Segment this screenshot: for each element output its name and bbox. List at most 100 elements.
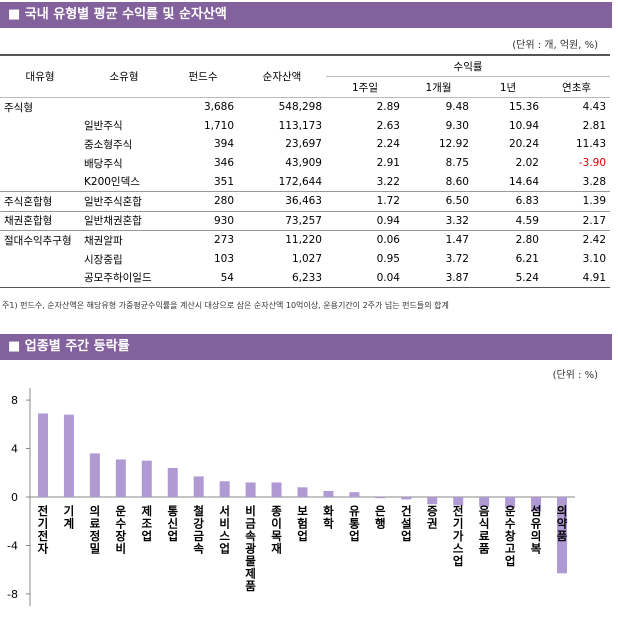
y-tick-label: 0 xyxy=(11,491,18,504)
cell: 4.43 xyxy=(582,101,607,114)
cell: 1.39 xyxy=(543,191,611,212)
th: 수익률 xyxy=(326,54,611,77)
x-tick-label: 건설업 xyxy=(399,504,413,542)
cell: 12.92 xyxy=(438,138,469,151)
x-tick-label: 의료정밀 xyxy=(88,504,102,555)
cell: 273 xyxy=(213,234,234,247)
x-tick-label: 은행 xyxy=(373,505,387,530)
cell: 2.80 xyxy=(515,234,539,247)
x-tick-label: 기계 xyxy=(62,504,76,530)
x-tick-label: 철강금속 xyxy=(192,504,206,555)
cell: 공모주하이일드 xyxy=(80,268,168,288)
bar xyxy=(115,459,126,497)
x-tick-label: 운수장비 xyxy=(114,505,128,555)
cell: 54 xyxy=(168,268,238,288)
section-title: ■ 국내 유형별 평균 수익률 및 순자산액 xyxy=(0,2,612,28)
cell: 1.72 xyxy=(326,191,404,212)
cell xyxy=(0,135,80,154)
cell: 2.02 xyxy=(515,157,539,170)
cell: 5.24 xyxy=(473,268,543,288)
cell: 548,298 xyxy=(278,101,322,114)
bar xyxy=(427,497,438,505)
x-tick-label: 유통업 xyxy=(347,505,361,543)
cell: 23,697 xyxy=(285,138,322,151)
cell xyxy=(0,172,80,192)
x-tick-label: 전기가스업 xyxy=(451,504,465,567)
cell: 351 xyxy=(168,172,238,192)
x-tick-label: 비금속광물제품 xyxy=(244,504,258,592)
bar xyxy=(297,487,308,497)
y-tick-label: 4 xyxy=(11,443,18,456)
cell: 절대수익추구형 xyxy=(4,234,72,247)
fund-table: 대유형 소유형 펀드수 순자산액 수익률 1주일 1개월 1년 연초후 주식형 3,686 548… xyxy=(0,54,611,288)
cell xyxy=(0,154,80,173)
cell: 113,173 xyxy=(278,119,322,132)
row: 주식형 3,686 548,298 2.89 9.48 15.36 4.43 xyxy=(0,98,610,117)
cell: 172,644 xyxy=(238,172,326,192)
th: 순자산액 xyxy=(238,54,326,98)
cell: 1,027 xyxy=(291,253,322,266)
cell: 2.81 xyxy=(582,119,607,132)
th: 펀드수 xyxy=(168,54,238,98)
x-tick-label: 의약품 xyxy=(555,504,569,542)
cell xyxy=(0,268,80,288)
y-tick-label: -4 xyxy=(7,539,18,552)
cell: 6.21 xyxy=(515,253,539,266)
cell: 3.28 xyxy=(543,172,611,192)
x-tick-label: 서비스업 xyxy=(218,504,232,555)
cell: 채권알파 xyxy=(84,234,123,247)
table-body: 주식형 3,686 548,298 2.89 9.48 15.36 4.43 일반주식 1,71… xyxy=(0,98,611,288)
unit: (단위 : %) xyxy=(552,370,598,381)
cell: 3.32 xyxy=(404,211,473,232)
bar xyxy=(89,453,100,497)
x-tick-label: 운수창고업 xyxy=(503,505,517,568)
x-tick-label: 음식료품 xyxy=(477,505,491,555)
cell: 10.94 xyxy=(508,119,539,132)
cell: 8.75 xyxy=(445,157,469,170)
bar xyxy=(505,497,516,508)
bar xyxy=(453,497,464,506)
cell: 1.47 xyxy=(445,234,469,247)
x-tick-label: 전기전자 xyxy=(36,504,50,555)
cell: 0.95 xyxy=(376,253,400,266)
cell: 1,710 xyxy=(203,119,234,132)
cell: 0.94 xyxy=(326,211,404,232)
cell: 2.17 xyxy=(543,211,611,232)
th: 1개월 xyxy=(404,76,473,98)
cell xyxy=(0,250,80,269)
bar xyxy=(323,490,334,497)
bar xyxy=(37,413,48,497)
bar xyxy=(167,467,178,497)
cell: 일반주식 xyxy=(84,120,123,133)
cell: 8.60 xyxy=(404,172,473,192)
cell: 9.30 xyxy=(445,119,469,132)
cell: 394 xyxy=(213,138,234,151)
bar xyxy=(245,482,256,497)
bar xyxy=(401,497,412,500)
footnote: 주1) 펀드수, 순자산액은 해당유형 가중평균수익률을 계산시 대상으로 삼은… xyxy=(2,301,449,310)
cell: 2.63 xyxy=(376,119,400,132)
cell: 20.24 xyxy=(508,138,539,151)
x-tick-label: 종이목재 xyxy=(270,505,284,555)
th: 소유형 xyxy=(80,54,168,98)
cell: 2.24 xyxy=(376,138,400,151)
cell: 280 xyxy=(168,191,238,212)
cell: 103 xyxy=(213,253,234,266)
x-tick-label: 보험업 xyxy=(296,505,310,543)
cell xyxy=(80,98,168,117)
bar xyxy=(219,481,230,497)
th: 1년 xyxy=(473,76,543,98)
bar xyxy=(271,482,282,497)
cell: 6,233 xyxy=(238,268,326,288)
cell: 6.83 xyxy=(473,191,543,212)
row: 공모주하이일드 54 6,233 0.04 3.87 5.24 4.91 xyxy=(0,268,611,288)
x-tick-label: 통신업 xyxy=(166,505,180,543)
bar xyxy=(349,492,360,497)
bar xyxy=(531,497,542,512)
row: 일반주식 1,710 113,173 2.63 9.30 10.94 2.81 xyxy=(0,117,610,136)
chart: -8 -4 0 4 8 전기전자 기계 의료정밀 운수장비 제조업 통신업 철강금속 서비스업 비금속광물… xyxy=(7,388,575,606)
cell: -3.90 xyxy=(578,157,607,170)
th: 1주일 xyxy=(326,76,404,98)
cell: 주식혼합형 xyxy=(0,191,80,212)
